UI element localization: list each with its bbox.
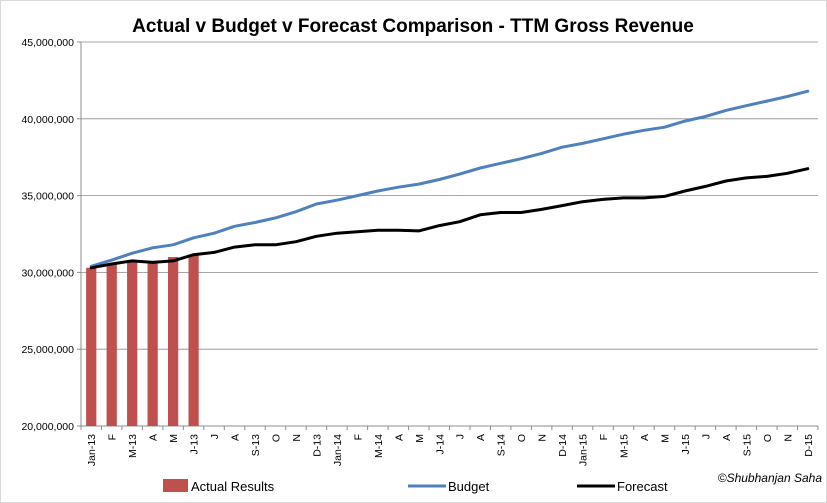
x-tick-label: D-14: [557, 434, 569, 457]
x-tick-label: A: [639, 434, 651, 441]
x-tick-label: F: [598, 434, 610, 440]
bar-actual-results: [168, 257, 179, 426]
legend: Actual Results Budget Forecast: [163, 479, 668, 494]
lines: [89, 89, 810, 270]
y-tick-label: 40,000,000: [21, 114, 74, 126]
x-tick-label: M-14: [373, 434, 385, 458]
bar-actual-results: [188, 254, 199, 426]
y-tick-label: 30,000,000: [21, 267, 74, 279]
x-tick-label: Jan-15: [578, 434, 590, 466]
legend-label-budget: Budget: [448, 479, 490, 494]
x-tick-label: N: [782, 434, 794, 442]
x-tick-label: A: [230, 434, 242, 441]
x-tick-label: A: [393, 434, 405, 441]
bar-actual-results: [127, 260, 138, 426]
x-tick-label: N: [537, 434, 549, 442]
x-tick-label: M-15: [619, 434, 631, 458]
x-tick-label: Jan-14: [332, 434, 344, 466]
legend-label-actual-results: Actual Results: [191, 479, 275, 494]
bar-actual-results: [106, 263, 117, 426]
x-tick-label: A: [721, 434, 733, 441]
line-budget: [89, 89, 810, 268]
x-tick-label: D-13: [311, 434, 323, 457]
chart-title: Actual v Budget v Forecast Comparison - …: [132, 16, 694, 37]
x-tick-label: M: [659, 434, 671, 443]
x-tick-label: N: [291, 434, 303, 442]
y-tick-labels: 20,000,000 25,000,000 30,000,000 35,000,000…: [21, 37, 74, 433]
x-tick-label: A: [475, 434, 487, 441]
bar-actual-results: [86, 267, 97, 426]
x-tick-label: S-15: [741, 434, 753, 456]
x-tick-label: F: [352, 434, 364, 440]
x-tick-label: J: [209, 434, 221, 439]
x-tick-label: M-13: [127, 434, 139, 458]
x-tick-labels: Jan-13 F M-13 A M J-13 J A S-13 O N D-13 Jan-14 F M-14…: [86, 434, 815, 466]
bar-actual-results: [147, 260, 158, 426]
x-tick-label: S-14: [496, 434, 508, 456]
x-tick-label: J-14: [434, 434, 446, 455]
line-forecast: [89, 167, 810, 270]
x-tick-label: O: [516, 434, 528, 442]
x-tick-label: M: [414, 434, 426, 443]
y-tick-label: 35,000,000: [21, 191, 74, 203]
x-tick-label: O: [270, 434, 282, 442]
y-tick-label: 20,000,000: [21, 421, 74, 433]
x-tick-label: O: [762, 434, 774, 442]
legend-label-forecast: Forecast: [617, 479, 668, 494]
x-tick-label: J-15: [680, 434, 692, 455]
x-tick-label: S-13: [250, 434, 262, 456]
x-tick-label: J: [455, 434, 467, 439]
y-tick-label: 45,000,000: [21, 37, 74, 49]
x-tick-label: F: [107, 434, 119, 440]
x-tick-label: J: [700, 434, 712, 439]
x-tick-label: D-15: [803, 434, 815, 457]
x-tick-label: A: [148, 434, 160, 441]
x-tick-label: Jan-13: [86, 434, 98, 466]
y-tick-label: 25,000,000: [21, 344, 74, 356]
legend-swatch-actual-results: [163, 479, 188, 492]
x-tick-label: M: [168, 434, 180, 443]
bars-actual-results: [86, 254, 199, 426]
credit-text: ©Shubhanjan Saha: [718, 471, 823, 485]
x-tick-label: J-13: [189, 434, 201, 455]
axes: [77, 41, 819, 430]
